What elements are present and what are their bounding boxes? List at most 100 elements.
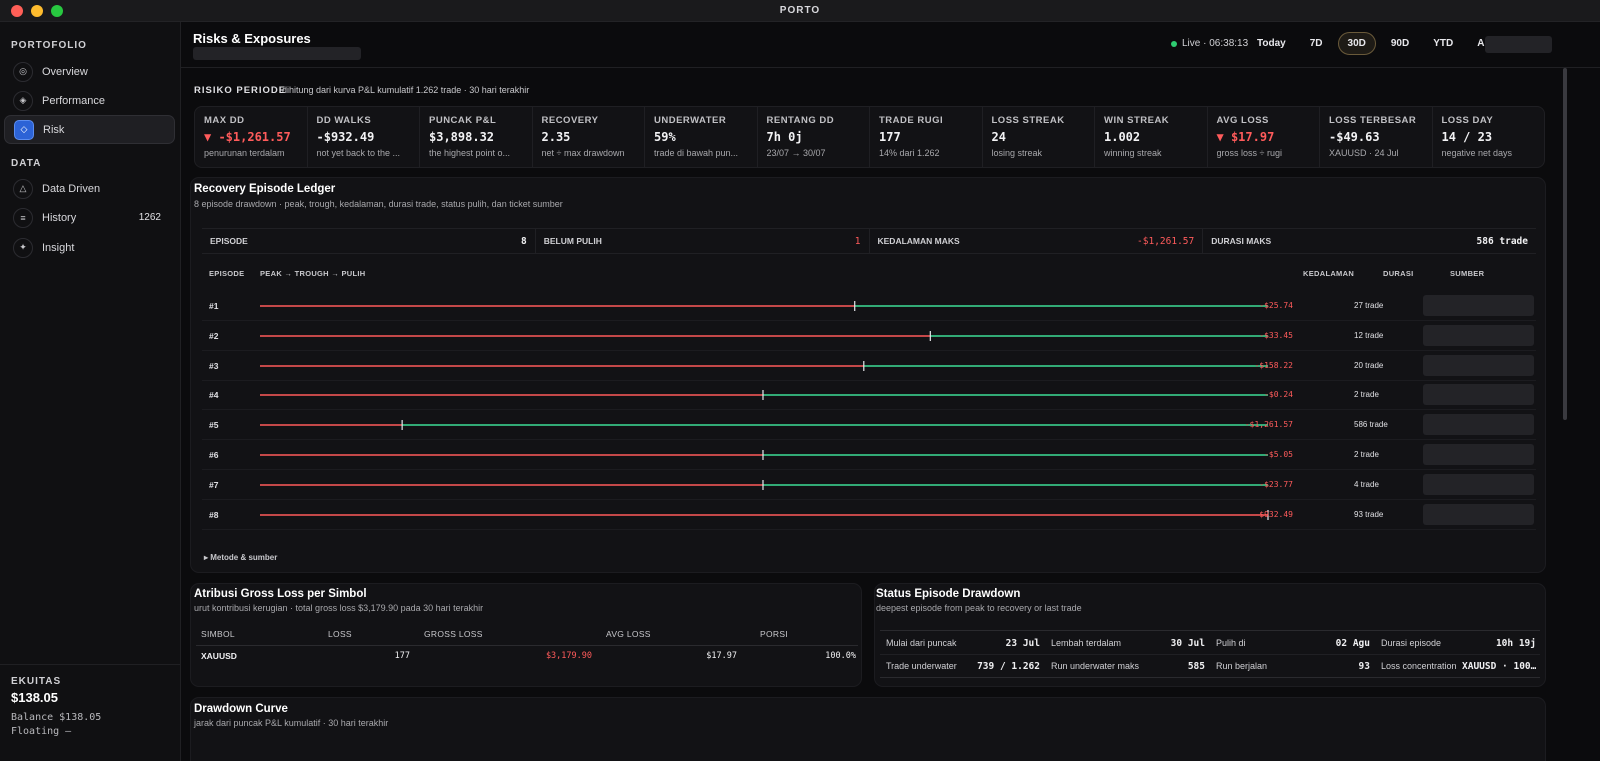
stat-sub: losing streak [991,148,1043,158]
attr-cell-avg: $17.97 [706,651,737,661]
attribution-title: Atribusi Gross Loss per Simbol [194,588,367,600]
minimize-window-button[interactable] [31,5,43,17]
episode-source-ticket[interactable] [1423,354,1534,376]
sparkle-icon: ✦ [13,237,33,258]
summary-label: DURASI MAKS [1211,236,1272,246]
window-controls [11,5,63,17]
main-scrollbar[interactable] [1563,68,1567,420]
summary-value: -$1,261.57 [1137,235,1195,247]
episode-id: #2 [209,330,219,341]
episode-source-ticket[interactable] [1423,473,1534,495]
attr-header-symbol: SIMBOL [201,629,235,639]
col-header-duration: DURASI [1383,269,1414,278]
episode-source-ticket[interactable] [1423,324,1534,346]
attr-cell-loss: 177 [394,651,410,661]
stat-label: UNDERWATER [654,115,727,126]
episode-duration: 20 trade [1354,360,1384,370]
attr-header-loss: LOSS [328,629,352,639]
episode-path-chart [260,360,1268,371]
status-label: Mulai dari puncak [886,638,957,648]
close-window-button[interactable] [11,5,23,17]
episode-duration: 12 trade [1354,330,1384,340]
episode-duration: 586 trade [1354,420,1388,430]
stat-puncak-pl: PUNCAK P&L $3,898.32 the highest point o..… [420,107,533,167]
episode-row[interactable]: #8 -$932.49 93 trade [202,500,1536,530]
status-label: Lembah terdalam [1051,638,1122,648]
equity-value: $138.05 [11,690,58,705]
summary-episode: EPISODE 8 [202,229,536,253]
episode-id: #6 [209,450,219,460]
status-value: XAUUSD · 100… [1462,661,1536,672]
stat-label: DD WALKS [316,115,372,126]
episode-duration: 2 trade [1354,450,1379,459]
episode-id: #5 [209,420,219,431]
episode-source-ticket[interactable] [1423,503,1534,525]
attr-header-share: PORSI [760,629,788,639]
drawdown-panel [190,697,1546,761]
episode-source-ticket[interactable] [1423,295,1534,316]
stat-max-dd: MAX DD ▼ -$1,261.57 penurunan terdalam [195,107,308,167]
sidebar-item-insight[interactable]: ✦ Insight [4,233,175,262]
episode-source-ticket[interactable] [1423,444,1534,465]
status-label: Durasi episode [1381,638,1442,648]
sidebar-divider [0,664,181,665]
list-icon: ≡ [13,207,33,228]
recovery-ledger-panel [190,177,1546,573]
header-action-placeholder[interactable] [1485,36,1552,53]
sidebar-item-performance[interactable]: ◈ Performance [4,86,175,115]
sidebar-section-data: DATA [11,158,42,169]
col-header-depth: KEDALAMAN [1303,269,1355,278]
drawdown-title: Drawdown Curve [194,703,288,715]
range-90d-button[interactable]: 90D [1390,38,1410,49]
summary-label: KEDALAMAN MAKS [877,236,960,246]
sidebar-item-label: Risk [43,123,65,136]
maximize-window-button[interactable] [51,5,63,17]
stat-value: 1.002 [1104,130,1141,144]
episode-id: #7 [209,479,219,490]
stat-sub: negative net days [1441,148,1513,158]
stat-value: -$49.63 [1329,130,1380,144]
stat-label: RECOVERY [541,115,599,126]
episode-row[interactable]: #7 -$23.77 4 trade [202,470,1536,500]
status-label: Loss concentration [1381,661,1457,671]
col-header-source: SUMBER [1450,269,1485,278]
attribution-subtitle: urut kontribusi kerugian · total gross l… [194,603,484,613]
episode-duration: 93 trade [1354,509,1384,519]
col-header-episode: EPISODE [209,269,245,278]
episode-row[interactable]: #2 -$33.45 12 trade [202,321,1536,351]
episode-row[interactable]: #4 -$0.24 2 trade [202,380,1536,411]
episode-source-ticket[interactable] [1423,384,1534,406]
range-ytd-button[interactable]: YTD [1433,38,1454,49]
status-value: 10h 19j [1495,638,1536,649]
episode-row[interactable]: #5 -$1,261.57 586 trade [202,410,1536,441]
summary-value: 1 [854,235,861,247]
range-7d-button[interactable]: 7D [1309,38,1323,49]
metode-toggle[interactable]: ▸ Metode & sumber [204,553,278,562]
episode-depth: -$5.05 [1264,450,1293,459]
stat-label: LOSS DAY [1441,115,1494,126]
sidebar-item-risk[interactable]: ◇ Risk [4,115,175,144]
range-30d-button[interactable]: 30D [1337,32,1376,55]
episode-row[interactable]: #6 -$5.05 2 trade [202,440,1536,470]
range-today-button[interactable]: Today [1257,38,1286,49]
episode-path-chart [260,450,1268,460]
stat-loss-terbesar: LOSS TERBESAR -$49.63 XAUUSD · 24 Jul [1320,107,1433,167]
stat-underwater: UNDERWATER 59% trade di bawah pun... [645,107,758,167]
summary-kedalaman-maks: KEDALAMAN MAKS -$1,261.57 [870,229,1204,253]
episode-source-ticket[interactable] [1423,414,1534,436]
status-value: 30 Jul [1170,638,1205,649]
episode-row[interactable]: #1 -$25.74 27 trade [202,291,1536,321]
stat-value: 7h 0j [766,130,803,144]
sidebar-item-data-driven[interactable]: △ Data Driven [4,174,175,203]
sidebar-item-history[interactable]: ≡ History 1262 [4,203,175,232]
ledger-title: Recovery Episode Ledger [194,183,336,195]
stat-value: 24 [991,130,1006,144]
sidebar-item-overview[interactable]: ◎ Overview [4,57,175,86]
episode-row[interactable]: #3 -$158.22 20 trade [202,351,1536,381]
sidebar-item-label: Insight [42,241,75,254]
episode-id: #8 [209,509,219,520]
attribution-panel [190,583,862,687]
diamond-icon: ◈ [13,90,33,111]
stat-value: 59% [654,130,676,144]
stat-sub: trade di bawah pun... [654,148,739,158]
